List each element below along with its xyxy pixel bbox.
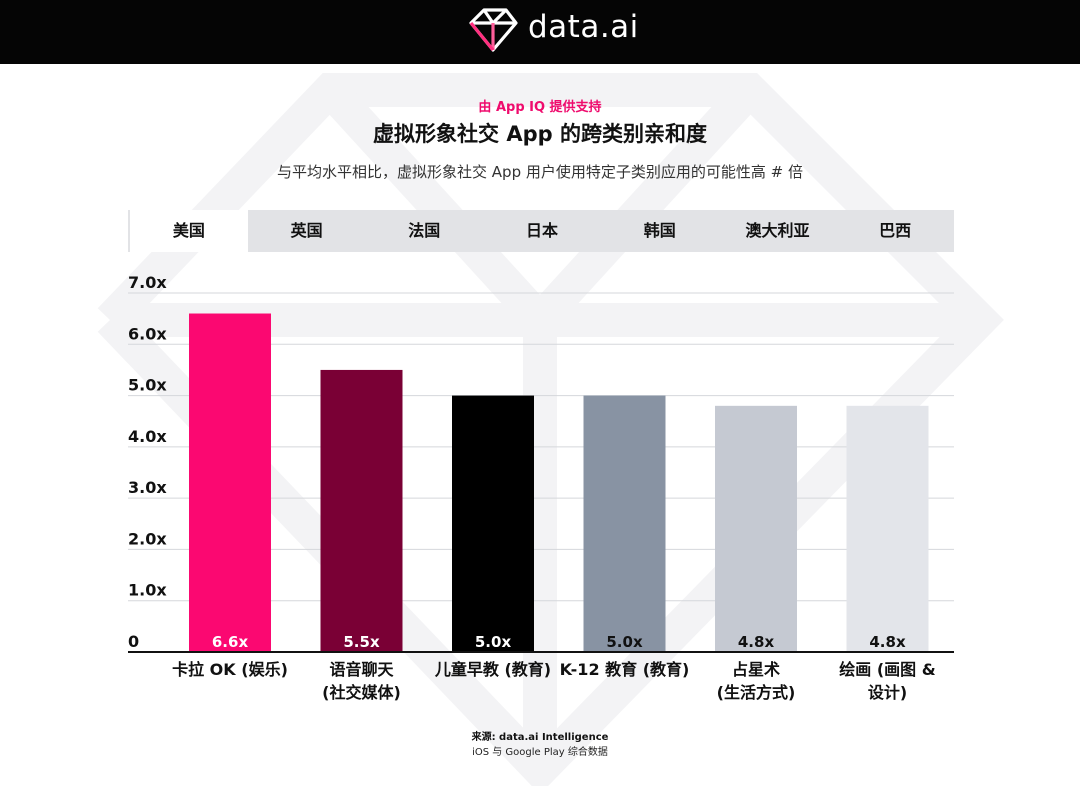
brand-name: data.ai (528, 9, 639, 45)
bar-value-label: 4.8x (738, 633, 775, 651)
bar-value-label: 6.6x (212, 633, 249, 651)
chart-title: 虚拟形象社交 App 的跨类别亲和度 (373, 122, 707, 146)
chart-subtitle: 与平均水平相比，虚拟形象社交 App 用户使用特定子类别应用的可能性高 # 倍 (277, 163, 803, 181)
bar-value-label: 5.0x (606, 633, 643, 651)
x-category-label: 儿童早教 (教育) (434, 660, 551, 679)
y-tick-label: 7.0x (128, 273, 167, 292)
bar (452, 395, 534, 652)
y-tick-label: 5.0x (128, 376, 167, 395)
bar-value-label: 5.0x (475, 633, 512, 651)
y-tick-label: 6.0x (128, 324, 167, 343)
tab-country-1[interactable]: 英国 (290, 221, 323, 240)
bar-value-label: 4.8x (869, 633, 906, 651)
tab-country-3[interactable]: 日本 (526, 221, 559, 240)
tab-country-6[interactable]: 巴西 (879, 221, 912, 240)
x-category-label: 设计) (868, 683, 907, 702)
bar-value-label: 5.5x (343, 633, 380, 651)
powered-by-label: 由 App IQ 提供支持 (478, 100, 602, 115)
title-block: 由 App IQ 提供支持 虚拟形象社交 App 的跨类别亲和度 与平均水平相比… (0, 98, 1080, 183)
bar (320, 369, 403, 652)
tab-country-5[interactable]: 澳大利亚 (745, 221, 810, 240)
x-category-label: (生活方式) (717, 683, 796, 702)
bar (583, 395, 666, 652)
y-tick-label: 0 (128, 632, 139, 651)
diamond-logo-icon (469, 8, 518, 52)
tab-country-0[interactable]: 美国 (128, 210, 248, 252)
y-tick-label: 1.0x (128, 581, 167, 600)
x-category-label: 卡拉 OK (娱乐) (172, 660, 288, 679)
x-category-label: K-12 教育 (教育) (560, 660, 690, 679)
x-category-label: (社交媒体) (322, 683, 401, 702)
y-tick-label: 4.0x (128, 427, 167, 446)
bar (715, 405, 797, 652)
x-category-label: 绘画 (画图 & (839, 660, 935, 679)
header-bar: data.ai (0, 0, 1080, 64)
country-tabs: 美国 英国 法国 日本 韩国 澳大利亚 巴西 (128, 210, 954, 252)
bar (189, 313, 271, 652)
source-line-1: 来源: data.ai Intelligence (471, 732, 609, 743)
y-tick-label: 2.0x (128, 529, 167, 548)
y-tick-label: 3.0x (128, 478, 167, 497)
tab-country-4[interactable]: 韩国 (643, 221, 676, 240)
source-note: 来源: data.ai Intelligence iOS 与 Google Pl… (0, 730, 1080, 760)
tab-country-2[interactable]: 法国 (408, 221, 441, 240)
x-category-label: 占星术 (732, 660, 780, 679)
source-line-2: iOS 与 Google Play 综合数据 (472, 747, 608, 758)
x-category-label: 语音聊天 (329, 660, 394, 679)
bar (846, 405, 929, 652)
